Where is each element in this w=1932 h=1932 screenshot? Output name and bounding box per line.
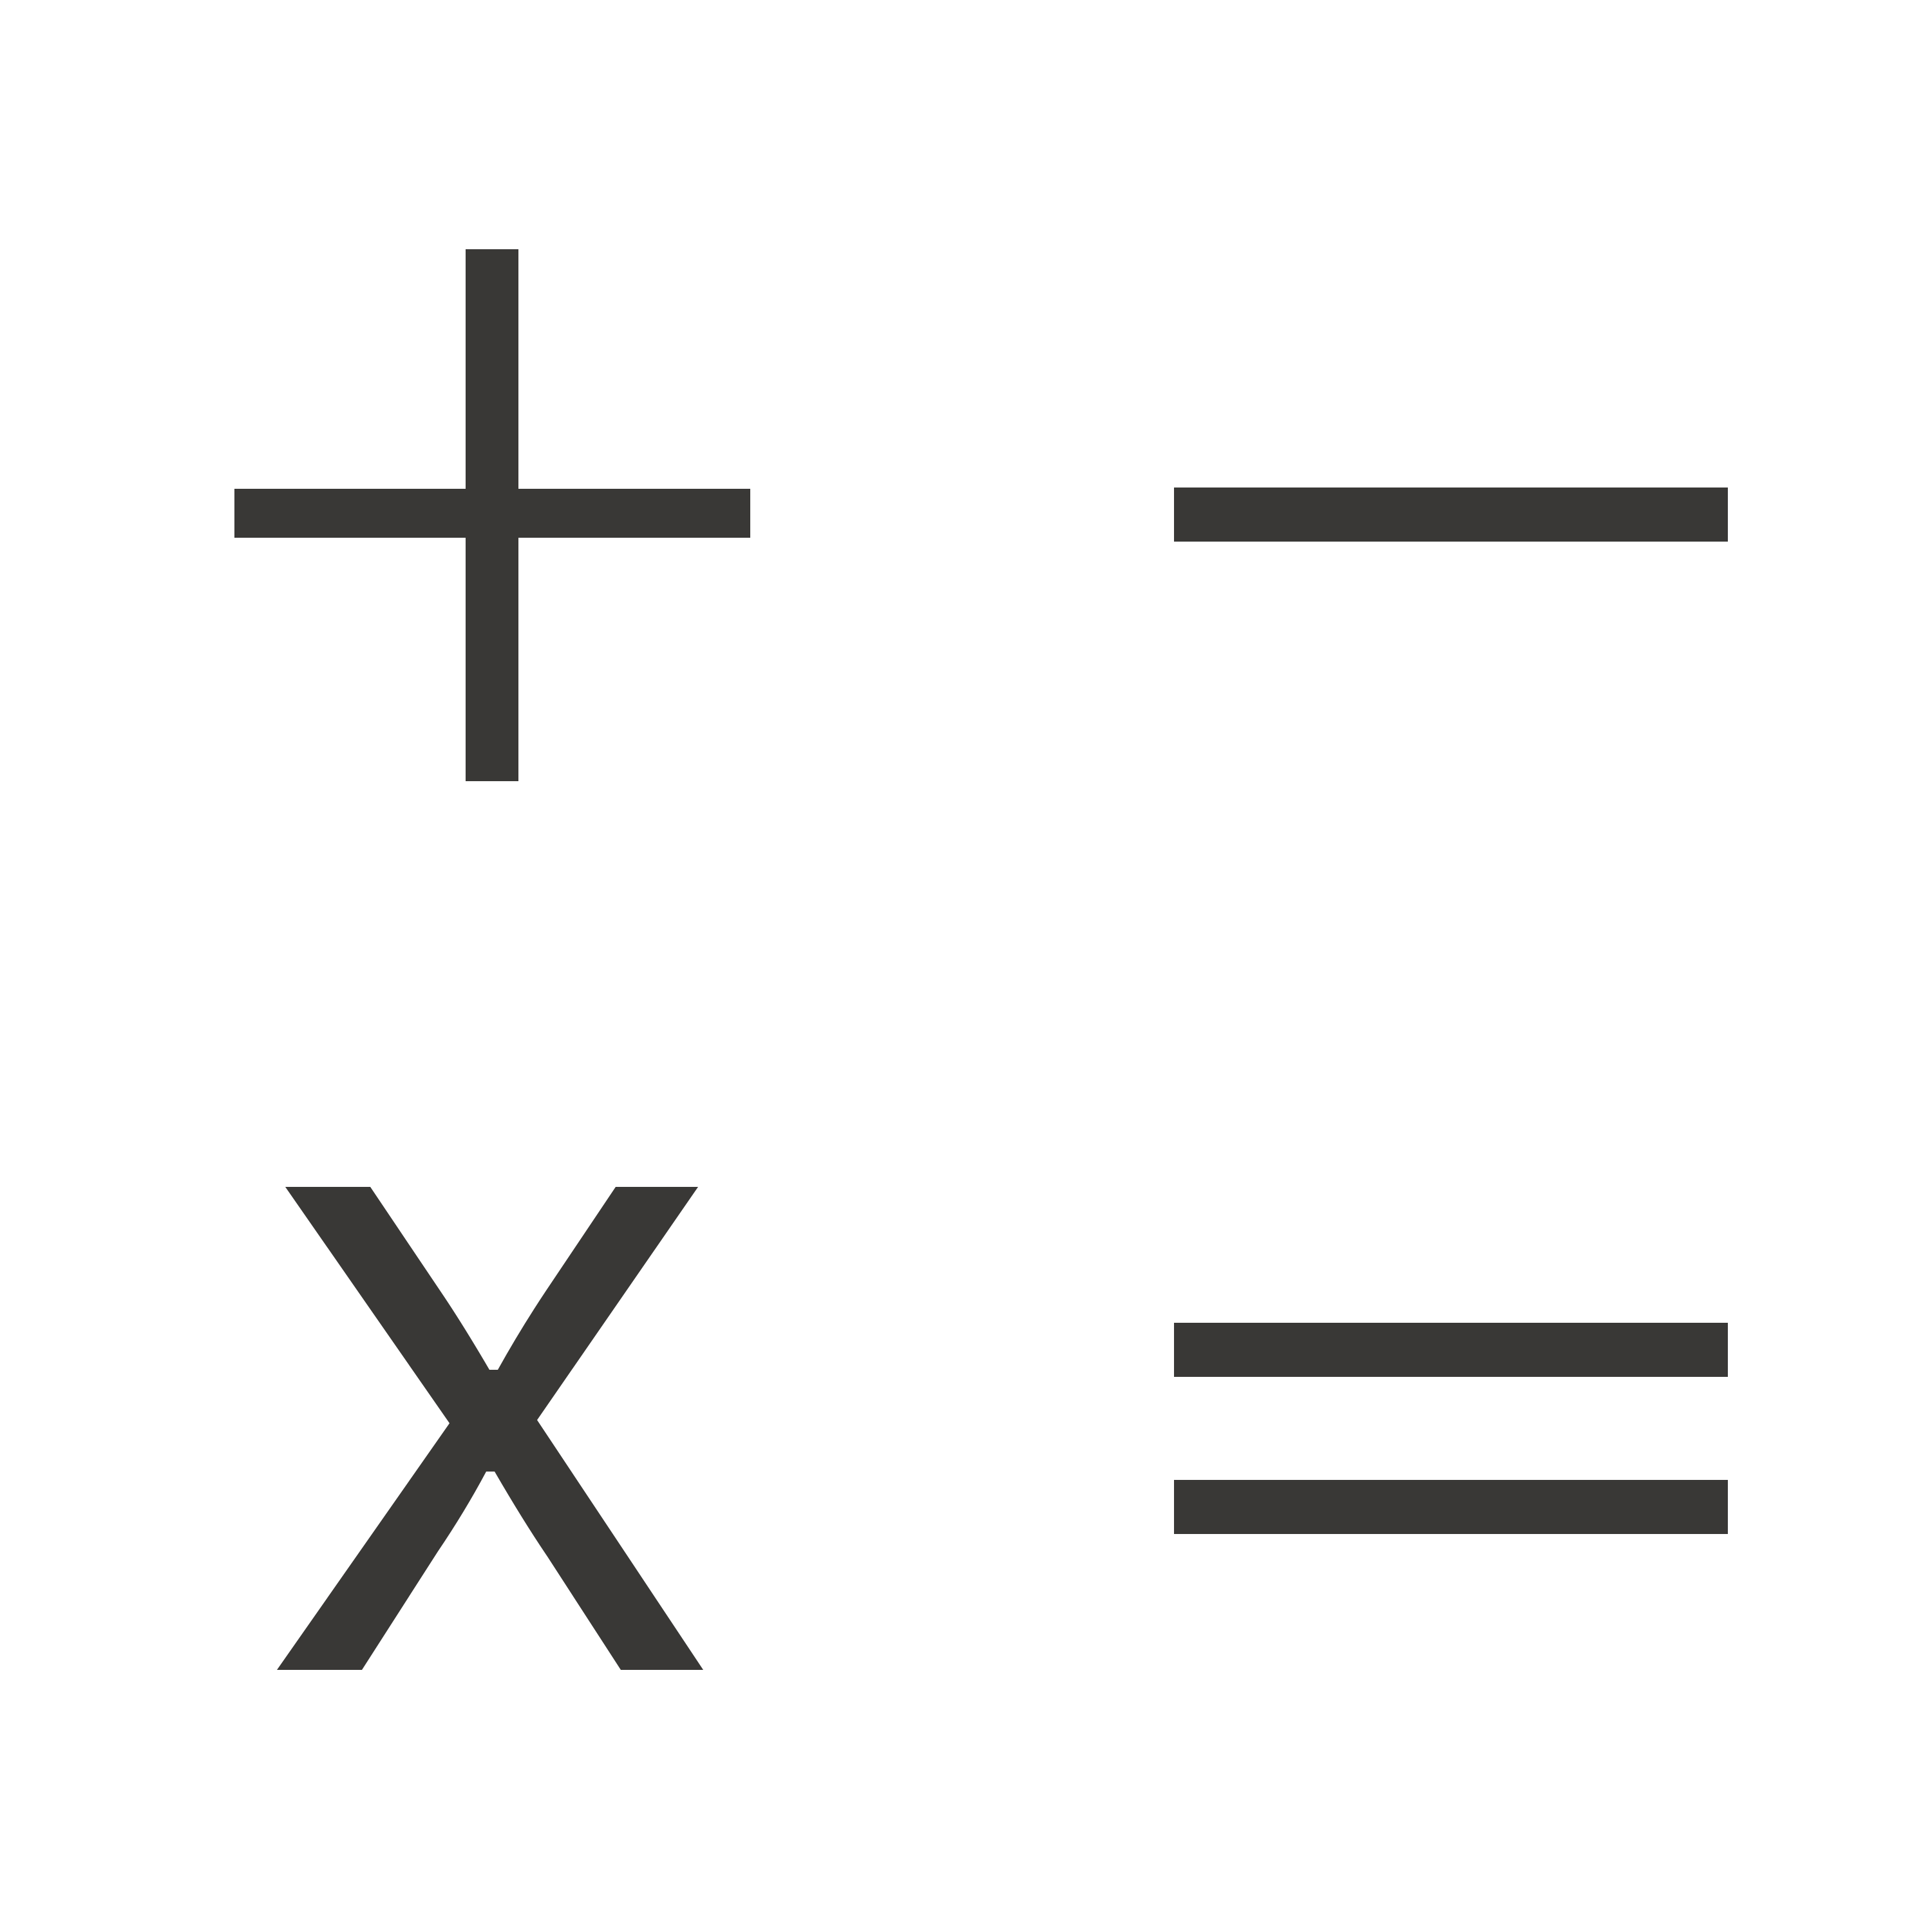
plus-horizontal-stroke [234, 489, 750, 538]
multiply-x-shape [277, 1187, 703, 1670]
equals-bottom-stroke [1174, 1480, 1728, 1534]
multiply-icon [277, 1187, 708, 1670]
minus-stroke [1174, 488, 1728, 542]
multiply-glyph [277, 1187, 703, 1670]
equals-top-stroke [1174, 1323, 1728, 1377]
